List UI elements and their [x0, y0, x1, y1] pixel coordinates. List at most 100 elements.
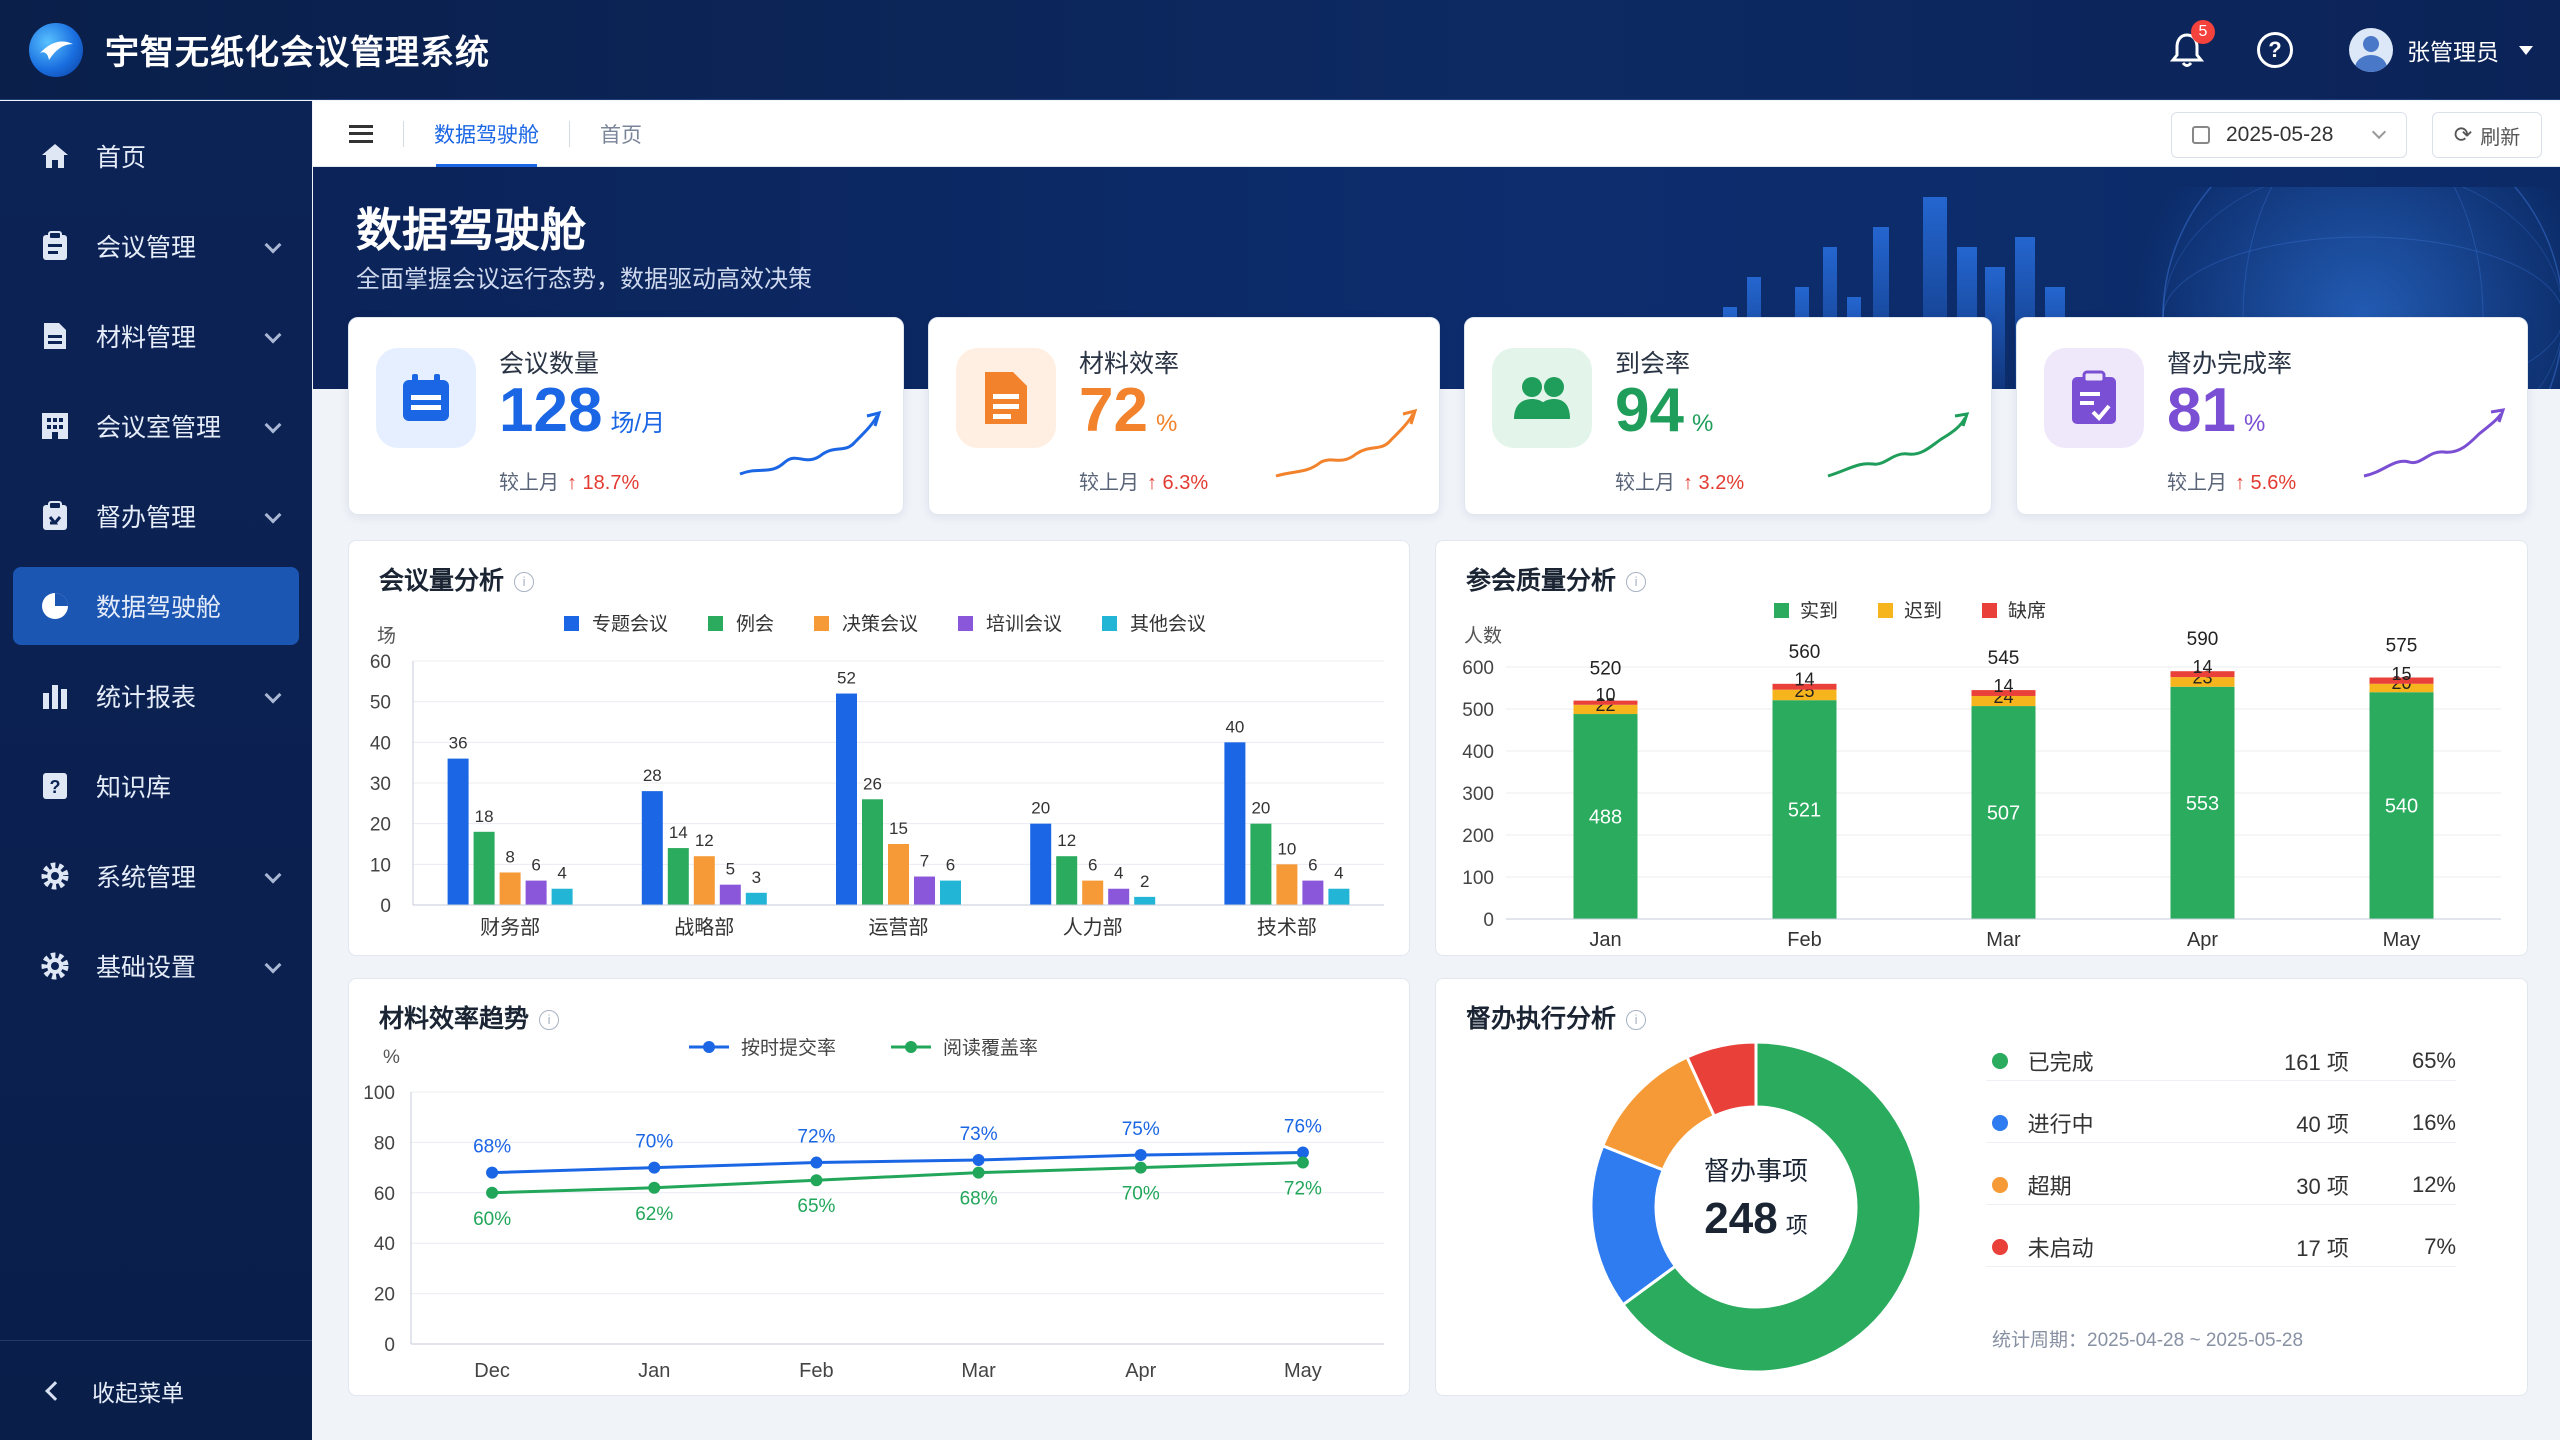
data-label: 72% [1284, 1179, 1322, 1200]
legend-label: 已完成 [2027, 1049, 2094, 1075]
kpi-card-material-efficiency[interactable]: 材料效率 72% 较上月 ↑ 6.3% [928, 317, 1440, 515]
stacked-bar-segment [2170, 671, 2235, 678]
bar [1250, 823, 1272, 905]
kpi-compare: 较上月 ↑ 3.2% [1615, 472, 1745, 494]
bar [1056, 856, 1078, 905]
bar-value-label: 18 [475, 807, 494, 826]
bar-value-label: 28 [643, 766, 662, 785]
legend-label: 阅读覆盖率 [943, 1037, 1038, 1059]
avatar[interactable] [2349, 28, 2393, 72]
sidebar-item-material-management[interactable]: 材料管理 [13, 297, 299, 375]
supervision-donut-chart [1589, 1040, 1923, 1374]
bar [499, 872, 521, 905]
total-value-label: 520 [1590, 659, 1622, 680]
legend-row[interactable]: 进行中 40 项 16% [1986, 1103, 2456, 1143]
kpi-value: 72% [1079, 376, 1178, 445]
page-subtitle: 全面掌握会议运行态势，数据驱动高效决策 [356, 266, 812, 293]
legend-swatch [708, 616, 723, 631]
bar-value-label: 40 [1225, 717, 1244, 736]
info-icon[interactable]: i [514, 572, 535, 593]
legend-label: 专题会议 [592, 613, 668, 635]
sidebar-item-reports[interactable]: 统计报表 [13, 657, 299, 735]
y-tick-label: 40 [374, 1234, 395, 1255]
stacked-bar-segment [2170, 686, 2235, 919]
legend-label: 培训会议 [986, 613, 1062, 635]
kpi-card-attendance-rate[interactable]: 到会率 94% 较上月 ↑ 3.2% [1464, 317, 1992, 515]
legend-row[interactable]: 已完成 161 项 65% [1986, 1041, 2456, 1081]
notification-bell-icon[interactable]: 5 [2167, 20, 2215, 70]
legend-row[interactable]: 未启动 17 项 7% [1986, 1227, 2456, 1267]
panel-material-trend: 材料效率趋势 i % 0 20 40 60 80 100 按时提交率 阅读覆盖率 Dec Jan Feb… [348, 978, 1410, 1396]
bar [447, 758, 469, 905]
sidebar-item-meeting-management[interactable]: 会议管理 [13, 207, 299, 285]
chevron-down-icon [264, 326, 282, 344]
legend-swatch [1774, 603, 1789, 618]
tab-home[interactable]: 首页 [600, 123, 642, 147]
chevron-down-icon [264, 416, 282, 434]
y-tick-label: 200 [1462, 826, 1494, 847]
stacked-bar-segment [1573, 700, 1638, 705]
legend-label: 未启动 [2027, 1235, 2094, 1261]
bar-chart-icon [40, 681, 70, 711]
legend-percent: 12% [2411, 1171, 2456, 1197]
sidebar-item-knowledge-base[interactable]: ? 知识库 [13, 747, 299, 825]
stacked-bar-segment [2369, 683, 2434, 693]
legend-swatch [1982, 603, 1997, 618]
legend-count: 40 项 [2296, 1111, 2349, 1137]
data-point [648, 1181, 661, 1194]
y-axis-unit: 场 [377, 625, 396, 647]
help-icon[interactable]: ? [2257, 32, 2293, 68]
stacked-bar-segment [2170, 677, 2235, 687]
sidebar-item-supervision-management[interactable]: 督办管理 [13, 477, 299, 555]
refresh-button[interactable]: ⟳ 刷新 [2432, 112, 2542, 158]
legend-count: 161 项 [2284, 1049, 2349, 1075]
data-label: 62% [635, 1204, 673, 1225]
chevron-left-icon [45, 1380, 65, 1401]
data-label: 70% [635, 1132, 673, 1153]
sidebar-item-dashboard[interactable]: 数据驾驶舱 [13, 567, 299, 645]
bar [1082, 880, 1104, 905]
user-name[interactable]: 张管理员 [2407, 39, 2499, 65]
y-tick-label: 400 [1462, 742, 1494, 763]
info-icon[interactable]: i [1626, 1010, 1647, 1031]
legend-label: 迟到 [1904, 600, 1942, 622]
bar-value-label: 26 [863, 774, 882, 793]
collapse-menu-button[interactable]: 收起菜单 [0, 1340, 312, 1440]
segment-value-label: 488 [1589, 807, 1622, 829]
bar [473, 831, 495, 905]
y-tick-label: 0 [380, 896, 391, 917]
bar [1302, 880, 1324, 905]
sidebar-item-system-management[interactable]: 系统管理 [13, 837, 299, 915]
sidebar-item-label: 首页 [96, 144, 147, 172]
info-icon[interactable]: i [1626, 572, 1647, 593]
date-picker[interactable]: 2025-05-28 [2171, 112, 2407, 158]
data-label: 68% [473, 1137, 511, 1158]
sidebar-item-room-management[interactable]: 会议室管理 [13, 387, 299, 465]
sidebar-item-label: 系统管理 [96, 864, 197, 892]
menu-toggle-icon[interactable] [349, 124, 373, 143]
stacked-bar-segment [1772, 683, 1837, 690]
tab-dashboard[interactable]: 数据驾驶舱 [404, 101, 569, 167]
stacked-bar-segment [1971, 690, 2036, 696]
pie-chart-icon [40, 591, 70, 621]
legend-percent: 7% [2424, 1233, 2456, 1259]
kpi-card-meetings[interactable]: 会议数量 128 场/月 较上月 ↑ 18.7% [348, 317, 904, 515]
data-label: 68% [960, 1189, 998, 1210]
bar-value-label: 10 [1277, 839, 1296, 858]
refresh-label: 刷新 [2480, 126, 2521, 149]
sparkline [2363, 408, 2506, 478]
sparkline [1827, 412, 1970, 478]
user-menu-caret-icon[interactable] [2519, 45, 2533, 55]
sidebar-item-basic-settings[interactable]: 基础设置 [13, 927, 299, 1005]
legend-percent: 16% [2411, 1109, 2456, 1135]
info-icon[interactable]: i [539, 1010, 560, 1031]
legend-row[interactable]: 超期 30 项 12% [1986, 1165, 2456, 1205]
sidebar-item-home[interactable]: 首页 [13, 117, 299, 195]
segment-value-label: 14 [2192, 657, 2212, 677]
segment-value-label: 540 [2385, 796, 2418, 818]
y-tick-label: 100 [1462, 868, 1494, 889]
divider [403, 120, 404, 147]
legend-label: 按时提交率 [741, 1037, 836, 1059]
kpi-card-supervision-rate[interactable]: 督办完成率 81% 较上月 ↑ 5.6% [2016, 317, 2528, 515]
y-axis-unit: % [383, 1047, 400, 1068]
